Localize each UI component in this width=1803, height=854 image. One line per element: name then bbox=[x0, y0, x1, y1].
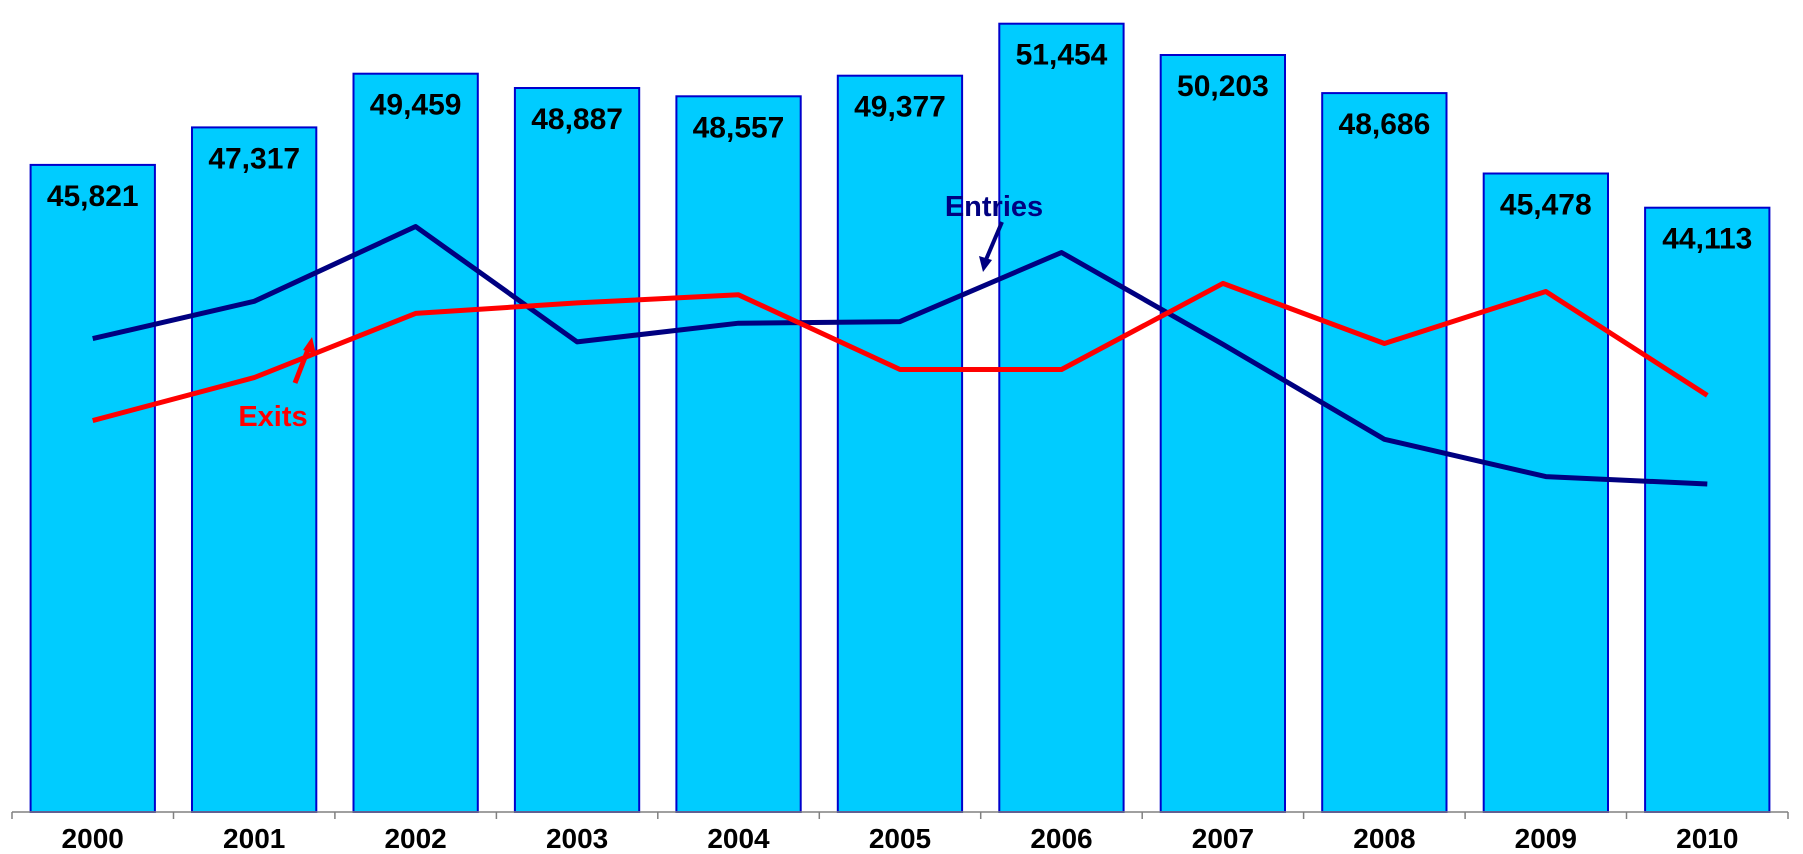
line-series-entries bbox=[92, 224, 1708, 487]
bar-value-label-2009: 45,478 bbox=[1500, 189, 1592, 222]
line-series-exits bbox=[92, 280, 1709, 424]
bar-2008 bbox=[1321, 92, 1448, 814]
bar-2010 bbox=[1644, 206, 1771, 813]
bar-2005 bbox=[836, 74, 964, 813]
x-tick-label-2000: 2000 bbox=[62, 823, 124, 854]
lines-layer bbox=[92, 224, 1709, 487]
bar-2001 bbox=[191, 126, 318, 813]
bar-2002 bbox=[352, 72, 479, 813]
x-tick-label-2006: 2006 bbox=[1030, 823, 1092, 854]
bar-2003 bbox=[513, 87, 641, 813]
x-tick-label-2005: 2005 bbox=[869, 823, 931, 854]
entries-arrowhead bbox=[979, 256, 992, 272]
x-tick-label-2001: 2001 bbox=[223, 823, 285, 854]
bar-value-label-2006: 51,454 bbox=[1016, 39, 1108, 72]
bar-2007 bbox=[1159, 54, 1286, 813]
entries-arrow bbox=[983, 221, 1004, 263]
bar-2006 bbox=[998, 22, 1125, 813]
bar-value-label-2003: 48,887 bbox=[531, 103, 623, 136]
bar-2009 bbox=[1482, 172, 1609, 813]
annotations: Entries Exits bbox=[238, 191, 1043, 433]
bar-value-label-2005: 49,377 bbox=[854, 91, 946, 124]
x-tick-label-2007: 2007 bbox=[1192, 823, 1254, 854]
x-tick-label-2009: 2009 bbox=[1515, 823, 1577, 854]
bar-2000 bbox=[29, 163, 156, 813]
exits-label: Exits bbox=[238, 401, 307, 433]
x-tick-label-2002: 2002 bbox=[384, 823, 446, 854]
bars-layer: 45,821 47,317 49,459 48,887 48,557 49,377 51,4… bbox=[29, 22, 1771, 814]
bar-value-label-2010: 44,113 bbox=[1662, 223, 1752, 256]
x-tick-label-2008: 2008 bbox=[1353, 823, 1415, 854]
bar-value-label-2000: 45,821 bbox=[47, 180, 139, 213]
exits-arrow bbox=[292, 346, 312, 384]
bar-value-label-2001: 47,317 bbox=[208, 142, 300, 175]
x-tick-label-2003: 2003 bbox=[546, 823, 608, 854]
bar-value-label-2008: 48,686 bbox=[1339, 108, 1431, 141]
x-axis: 2000 2001 2002 2003 2004 2005 2006 2007 2008 2009… bbox=[11, 811, 1789, 854]
x-tick-label-2010: 2010 bbox=[1676, 823, 1738, 854]
bar-2004 bbox=[675, 95, 802, 814]
bar-value-label-2004: 48,557 bbox=[693, 111, 785, 144]
bar-value-label-2002: 49,459 bbox=[370, 89, 462, 122]
entries-label: Entries bbox=[945, 191, 1043, 223]
x-tick-label-2004: 2004 bbox=[707, 823, 770, 854]
exits-arrowhead bbox=[303, 337, 316, 354]
bar-value-label-2007: 50,203 bbox=[1177, 70, 1269, 103]
